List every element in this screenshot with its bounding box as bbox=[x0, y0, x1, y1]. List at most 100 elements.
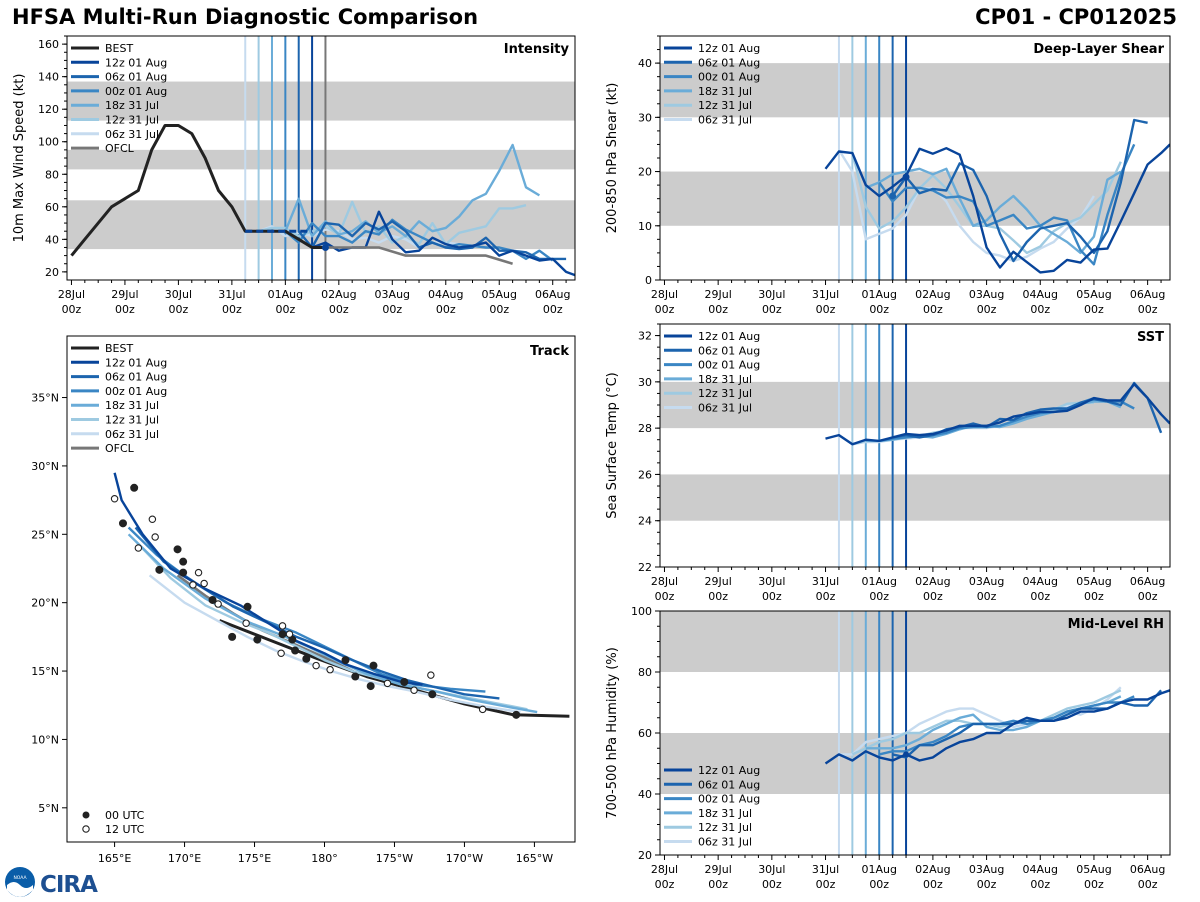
x-tick-label-hour: 00z bbox=[655, 878, 675, 891]
track-marker-00utc bbox=[243, 602, 252, 611]
x-tick-label-date: 31Jul bbox=[812, 575, 839, 588]
x-tick-label-hour: 00z bbox=[329, 303, 349, 316]
current-position-marker bbox=[321, 243, 329, 251]
track-marker-00utc bbox=[208, 595, 217, 604]
x-tick-label-date: 02Aug bbox=[915, 288, 950, 301]
marker-legend-00utc-icon bbox=[82, 811, 90, 819]
x-tick-label-hour: 00z bbox=[543, 303, 563, 316]
track-marker-00utc bbox=[118, 519, 127, 528]
legend-label: 18z 31 Jul bbox=[105, 399, 159, 412]
threshold-band bbox=[660, 381, 1170, 429]
storm-id-title: CP01 - CP012025 bbox=[975, 5, 1177, 29]
x-tick-label-date: 30Jul bbox=[758, 288, 785, 301]
legend-label: 12z 31 Jul bbox=[698, 387, 752, 400]
x-tick-label: 175°W bbox=[376, 852, 413, 865]
legend-label: 00z 01 Aug bbox=[698, 71, 760, 84]
series-line-12z-01-aug bbox=[824, 143, 1170, 274]
track-line-00z-01-aug bbox=[127, 526, 486, 693]
legend-label: 06z 31 Jul bbox=[698, 402, 752, 415]
legend-label: 18z 31 Jul bbox=[698, 85, 752, 98]
panel-title: Mid-Level RH bbox=[1068, 617, 1164, 632]
x-tick-label: 175°E bbox=[238, 852, 271, 865]
track-marker-12utc bbox=[151, 533, 159, 541]
panel-sst: 22 24 26 28 30 32 28Jul 00z 29Jul 00z 30Jul 00z 31Ju… bbox=[605, 323, 1171, 603]
x-tick-label-hour: 00z bbox=[708, 590, 728, 603]
panel-title: Intensity bbox=[504, 42, 570, 57]
track-marker-00utc bbox=[369, 661, 378, 670]
track-marker-12utc bbox=[110, 494, 119, 503]
x-tick-label-date: 03Aug bbox=[969, 863, 1004, 876]
x-tick-label-hour: 00z bbox=[1030, 590, 1050, 603]
y-tick-label: 22 bbox=[638, 561, 652, 574]
x-tick-label-hour: 00z bbox=[382, 303, 402, 316]
x-tick-label-hour: 00z bbox=[1084, 878, 1104, 891]
legend-label: 12z 31 Jul bbox=[698, 821, 752, 834]
x-tick-label-date: 04Aug bbox=[1023, 288, 1058, 301]
legend-label: 06z 01 Aug bbox=[698, 56, 760, 69]
x-tick-label-date: 31Jul bbox=[218, 288, 245, 301]
track-marker-00utc bbox=[366, 682, 375, 691]
x-tick-label-hour: 00z bbox=[1030, 878, 1050, 891]
panel-rh: 20 40 60 80 100 28Jul 00z 29Jul 00z 30Jul 00z 31Jul… bbox=[605, 605, 1171, 891]
track-marker-12utc bbox=[194, 568, 203, 577]
x-tick-label-hour: 00z bbox=[977, 878, 997, 891]
legend-label: BEST bbox=[105, 42, 133, 55]
x-tick-label-date: 29Jul bbox=[705, 863, 732, 876]
y-tick-label: 20°N bbox=[31, 597, 59, 610]
x-tick-label-hour: 00z bbox=[977, 590, 997, 603]
y-tick-label: 10°N bbox=[31, 733, 59, 746]
x-tick-label-hour: 00z bbox=[655, 303, 675, 316]
current-position-marker bbox=[889, 192, 897, 200]
y-tick-label: 40 bbox=[638, 788, 652, 801]
x-tick-label-hour: 00z bbox=[222, 303, 242, 316]
shear-plot-area bbox=[660, 36, 1170, 280]
x-tick-label-hour: 00z bbox=[923, 303, 943, 316]
legend-label: 12z 01 Aug bbox=[105, 356, 167, 369]
x-tick-label-hour: 00z bbox=[816, 590, 836, 603]
track-line-12z-31-jul bbox=[134, 540, 528, 711]
x-tick-label-date: 03Aug bbox=[969, 575, 1004, 588]
x-tick-label-hour: 00z bbox=[1084, 590, 1104, 603]
legend-label: 06z 31 Jul bbox=[105, 428, 159, 441]
y-tick-label: 60 bbox=[45, 201, 59, 214]
x-tick-label-date: 06Aug bbox=[535, 288, 570, 301]
intensity-plot-area bbox=[67, 36, 575, 280]
series-line-06z-31-jul bbox=[838, 686, 1122, 756]
x-tick-label-hour: 00z bbox=[1138, 878, 1158, 891]
threshold-band bbox=[660, 611, 1170, 672]
x-tick-label-date: 01Aug bbox=[861, 863, 896, 876]
y-tick-label: 30 bbox=[638, 111, 652, 124]
x-tick-label-hour: 00z bbox=[708, 878, 728, 891]
y-tick-label: 40 bbox=[45, 233, 59, 246]
legend-label: 12z 31 Jul bbox=[105, 414, 159, 427]
threshold-band bbox=[67, 149, 575, 170]
x-tick-label-date: 05Aug bbox=[1076, 863, 1111, 876]
legend-label: 06z 31 Jul bbox=[698, 836, 752, 849]
x-tick-label-hour: 00z bbox=[275, 303, 295, 316]
y-tick-label: 32 bbox=[638, 330, 652, 343]
legend-label: 12z 01 Aug bbox=[698, 330, 760, 343]
track-marker-00utc bbox=[400, 677, 409, 686]
y-tick-label: 15°N bbox=[31, 665, 59, 678]
track-marker-12utc bbox=[278, 622, 287, 630]
legend-label: 00z 01 Aug bbox=[698, 793, 760, 806]
x-tick-label-hour: 00z bbox=[436, 303, 456, 316]
y-tick-label: 80 bbox=[638, 666, 652, 679]
track-marker-00utc bbox=[253, 635, 262, 644]
track-marker-12utc bbox=[285, 630, 294, 638]
track-marker-00utc bbox=[130, 483, 139, 492]
track-plot-area bbox=[110, 472, 570, 719]
legend-label: BEST bbox=[105, 342, 133, 355]
cira-logo-text: CIRA bbox=[40, 872, 98, 898]
main-title: HFSA Multi-Run Diagnostic Comparison bbox=[12, 5, 479, 29]
y-tick-label: 100 bbox=[631, 605, 652, 618]
y-tick-label: 35°N bbox=[31, 392, 59, 405]
x-tick-label-date: 02Aug bbox=[915, 575, 950, 588]
x-tick-label-hour: 00z bbox=[923, 878, 943, 891]
x-tick-label-hour: 00z bbox=[923, 590, 943, 603]
series-line-00z-01-aug bbox=[878, 143, 1136, 266]
x-tick-label-date: 02Aug bbox=[915, 863, 950, 876]
x-tick-label-date: 05Aug bbox=[1076, 288, 1111, 301]
track-marker-12utc bbox=[242, 619, 250, 627]
